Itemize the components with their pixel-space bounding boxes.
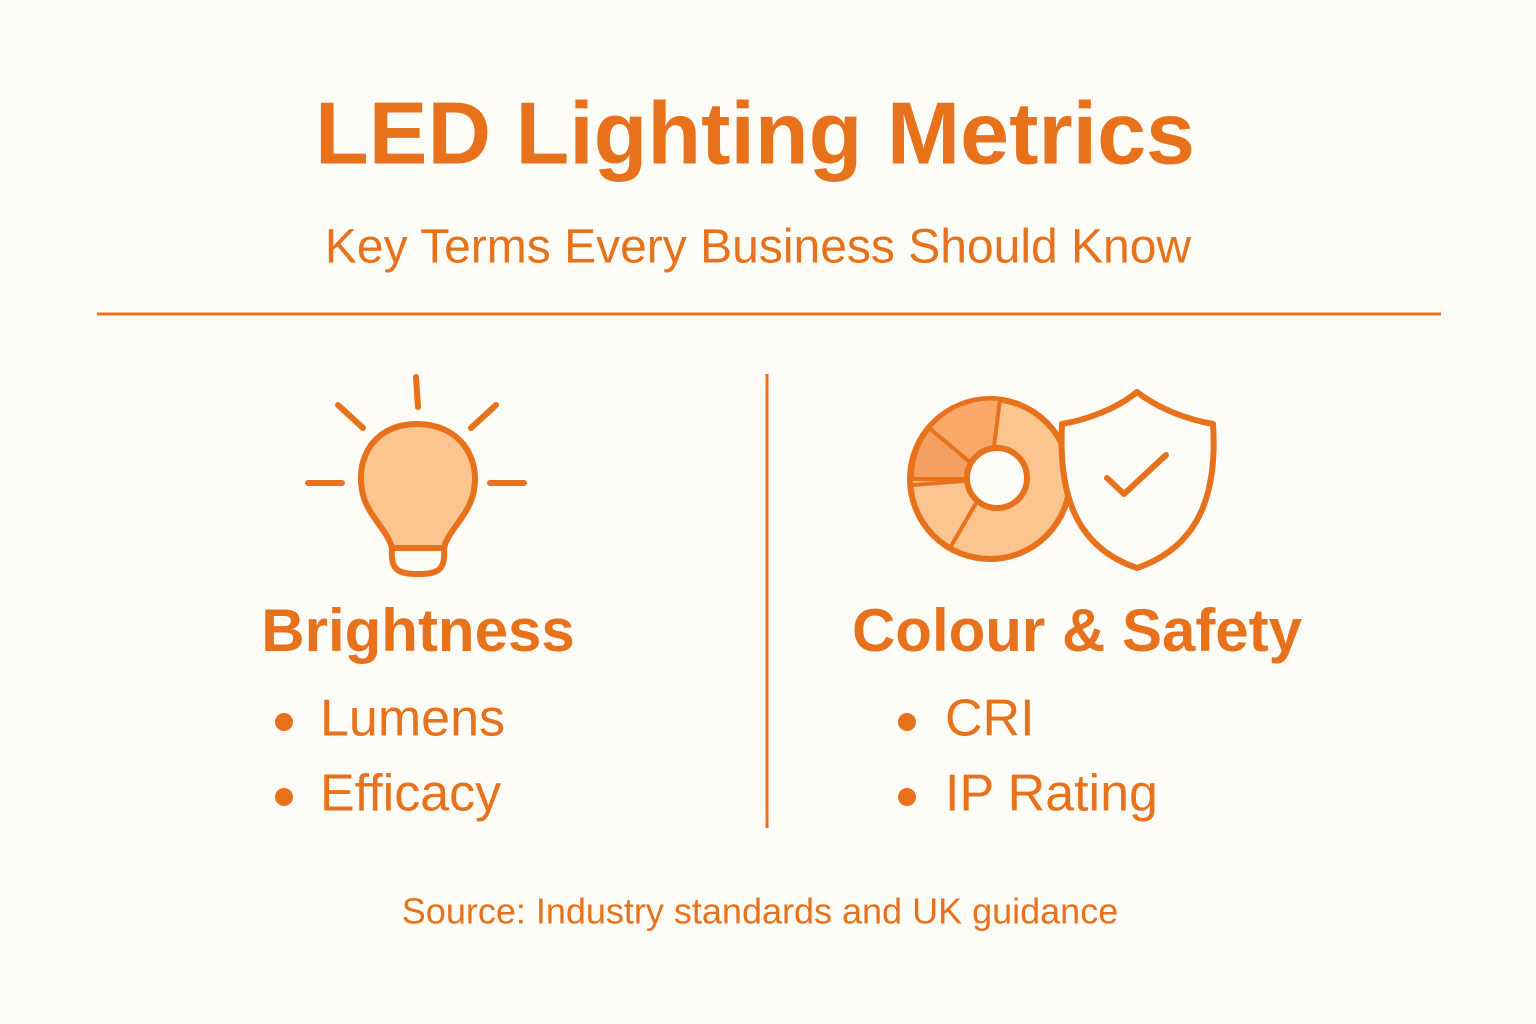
column-heading: Colour & Safety — [852, 597, 1303, 664]
bullet — [898, 788, 916, 806]
bullet — [275, 713, 293, 731]
list-item: CRI — [945, 690, 1035, 748]
list-item: Efficacy — [320, 765, 501, 823]
bullet — [898, 713, 916, 731]
bulb-icon — [305, 374, 527, 577]
list-item: IP Rating — [945, 765, 1158, 823]
bullet — [275, 788, 293, 806]
source-note: Source: Industry standards and UK guidan… — [402, 891, 1118, 932]
list-item: Lumens — [320, 690, 505, 748]
title: LED Lighting Metrics — [315, 83, 1195, 182]
colour-safety-icon — [907, 389, 1217, 571]
subtitle: Key Terms Every Business Should Know — [325, 221, 1192, 274]
column-heading: Brightness — [261, 597, 574, 664]
